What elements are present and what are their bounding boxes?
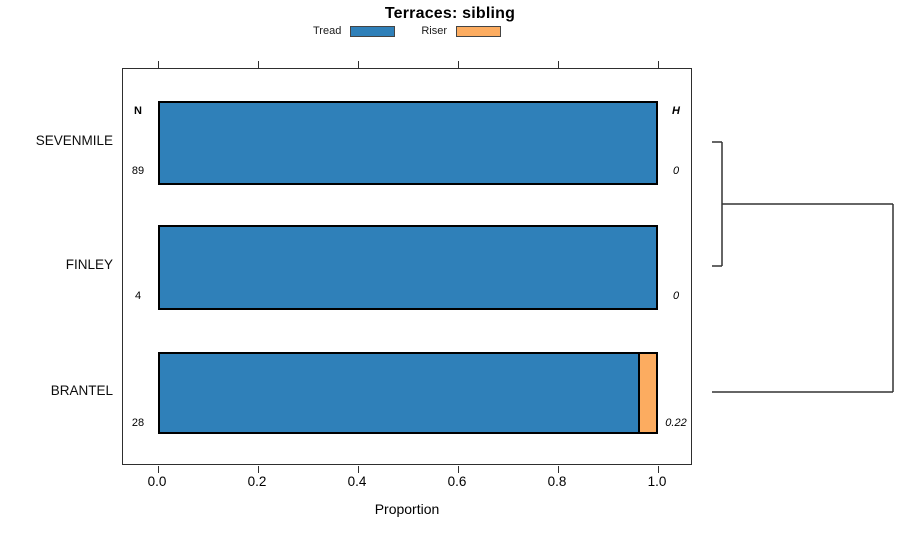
n-value-sevenmile: 89 <box>131 165 145 177</box>
plot-area: N 89 4 28 H 0 0 0.22 <box>122 60 692 473</box>
category-label-finley: FINLEY <box>65 257 113 272</box>
x-tick-mark <box>157 465 159 473</box>
legend-label-riser: Riser <box>421 25 447 37</box>
n-value-brantel: 28 <box>131 417 145 429</box>
h-value-brantel: 0.22 <box>665 417 687 429</box>
bar-brantel <box>158 352 658 434</box>
x-axis-label: Proportion <box>374 501 440 517</box>
x-tick-mark <box>657 60 659 68</box>
legend: Tread Riser <box>0 23 814 39</box>
x-tick-label: 0.4 <box>347 474 367 489</box>
h-value-sevenmile: 0 <box>672 165 680 177</box>
column-header-h: H <box>672 105 680 117</box>
x-tick-mark <box>657 465 659 473</box>
h-value-finley: 0 <box>672 290 680 302</box>
bar-segment-tread <box>158 225 658 310</box>
x-tick-mark <box>257 465 259 473</box>
legend-item-tread: Tread <box>313 25 396 37</box>
x-tick-label: 1.0 <box>647 474 667 489</box>
legend-swatch-tread <box>350 25 396 37</box>
x-tick-mark <box>457 60 459 68</box>
bar-sevenmile <box>158 101 658 185</box>
legend-item-riser: Riser <box>421 25 501 37</box>
x-tick-label: 0.8 <box>547 474 567 489</box>
bar-segment-riser <box>638 352 658 434</box>
x-tick-mark <box>557 60 559 68</box>
x-tick-mark <box>457 465 459 473</box>
x-tick-mark <box>357 465 359 473</box>
bar-segment-tread <box>158 101 658 185</box>
x-tick-mark <box>557 465 559 473</box>
n-value-finley: 4 <box>134 290 142 302</box>
category-label-sevenmile: SEVENMILE <box>35 133 113 148</box>
bar-finley <box>158 225 658 310</box>
bar-segment-tread <box>158 352 640 434</box>
legend-swatch-riser <box>456 25 501 37</box>
x-tick-mark <box>157 60 159 68</box>
x-tick-label: 0.2 <box>247 474 267 489</box>
category-label-brantel: BRANTEL <box>50 383 113 398</box>
x-tick-mark <box>257 60 259 68</box>
dendrogram <box>712 141 894 393</box>
x-tick-label: 0.0 <box>147 474 167 489</box>
x-tick-label: 0.6 <box>447 474 467 489</box>
chart-title: Terraces: sibling <box>384 5 516 22</box>
legend-label-tread: Tread <box>313 25 342 37</box>
column-header-n: N <box>134 105 142 117</box>
x-tick-mark <box>357 60 359 68</box>
